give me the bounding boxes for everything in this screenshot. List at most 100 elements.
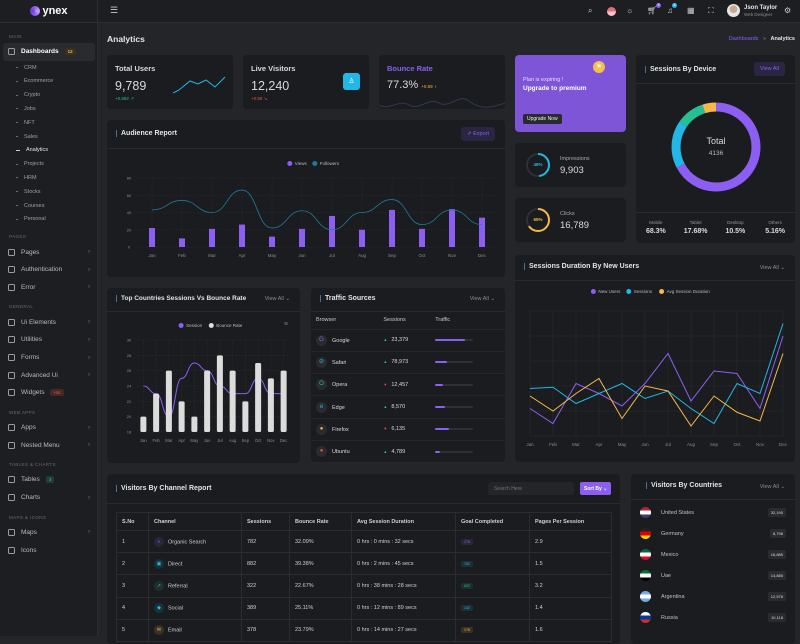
view-all-dropdown[interactable]: View All ⌄ — [760, 484, 785, 490]
traffic-progress-fill — [435, 406, 445, 408]
cart-icon[interactable]: 🛒︎5 — [647, 6, 657, 15]
bar-bounce-rate-mar — [166, 371, 172, 432]
apps-grid-icon[interactable]: ▦ — [687, 6, 695, 15]
bell-icon[interactable]: ♫︎8 — [667, 6, 673, 15]
sidebar-subitem-ecommerce[interactable]: Ecommerce — [0, 74, 98, 88]
brand-logo[interactable]: ynex — [0, 0, 98, 23]
legend-marker — [179, 323, 184, 328]
bar-bounce-rate-feb — [153, 394, 159, 432]
sidebar-item-apps[interactable]: Apps› — [0, 419, 98, 437]
card-title: Visitors By Channel Report — [116, 485, 212, 492]
channel-icon: ◆ — [154, 603, 164, 613]
browser-cell: ●Firefox — [311, 418, 378, 440]
sidebar-item-advanced-ui[interactable]: Advanced Ui› — [0, 366, 98, 384]
channel-cell: ◆Social — [149, 597, 242, 619]
traffic-progress-bar — [435, 451, 473, 453]
logo-mark-icon — [30, 6, 40, 16]
search-icon[interactable]: ⌕ — [588, 6, 592, 16]
sno-cell: 3 — [117, 575, 149, 597]
view-all-dropdown[interactable]: View All ⌄ — [760, 265, 785, 271]
menu-toggle-icon[interactable]: ☰ — [110, 5, 118, 16]
sidebar-item-charts[interactable]: Charts› — [0, 489, 98, 507]
x-tick-label: Aug — [687, 442, 696, 447]
pages-cell: 1.4 — [530, 597, 612, 619]
sidebar-item-nested-menu[interactable]: Nested Menu› — [0, 436, 98, 454]
breadcrumb-dashboards[interactable]: Dashboards — [729, 36, 759, 42]
sidebar-item-authentication[interactable]: Authentication› — [0, 261, 98, 279]
avatar[interactable] — [727, 4, 740, 17]
channel-search-input[interactable] — [488, 482, 574, 495]
view-all-dropdown[interactable]: View All ⌄ — [265, 296, 290, 302]
user-role: Web Designer — [744, 12, 772, 17]
fullscreen-icon[interactable]: ⛶ — [708, 6, 714, 16]
traffic-progress-fill — [435, 428, 448, 430]
warning-icon — [8, 284, 15, 291]
sidebar-subitem-analytics[interactable]: Analytics — [0, 143, 98, 157]
sidebar-subitem-label: Jobs — [24, 106, 36, 112]
us-flag-icon[interactable] — [607, 7, 616, 16]
y-tick-label: 24 — [127, 384, 132, 389]
sidebar-item-icons[interactable]: Icons — [0, 541, 98, 559]
upgrade-now-button[interactable]: Upgrade Now — [523, 114, 562, 124]
sidebar-subitem-crypto[interactable]: Crypto — [0, 88, 98, 102]
view-all-dropdown[interactable]: View All ⌄ — [470, 296, 495, 302]
user-name[interactable]: Json Taylor — [744, 5, 777, 11]
clicks-value: 16,789 — [560, 220, 589, 231]
sidebar-subitem-crm[interactable]: CRM — [0, 61, 98, 75]
sidebar-subitem-personal[interactable]: Personal — [0, 212, 98, 226]
legend-label: Bounce Rate — [216, 323, 243, 328]
country-name: Argentina — [661, 594, 685, 600]
legend-marker — [312, 161, 317, 166]
sidebar-item-ui-elements[interactable]: Ui Elements› — [0, 313, 98, 331]
sidebar-subitem-jobs[interactable]: Jobs — [0, 102, 98, 116]
view-all-button[interactable]: View All — [754, 62, 785, 76]
sidebar-subitem-courses[interactable]: Courses — [0, 199, 98, 213]
sidebar-subitem-stocks[interactable]: Stocks — [0, 185, 98, 199]
export-button[interactable]: ⇗ Export — [461, 127, 495, 141]
sidebar-subitem-hrm[interactable]: HRM — [0, 171, 98, 185]
sidebar-subitem-label: Projects — [24, 161, 44, 167]
theme-sun-icon[interactable]: ☼ — [626, 6, 633, 15]
browser-name: Firefox — [332, 427, 349, 433]
legend-marker — [591, 289, 596, 294]
sidebar-item-pages[interactable]: Pages› — [0, 243, 98, 261]
sidebar-item-forms[interactable]: Forms› — [0, 349, 98, 367]
sidebar-subitem-nft[interactable]: NFT — [0, 116, 98, 130]
country-name: United States — [661, 510, 694, 516]
user-lock-icon — [8, 266, 15, 273]
sidebar-subitem-projects[interactable]: Projects — [0, 157, 98, 171]
sidebar-item-error[interactable]: Error› — [0, 279, 98, 297]
sidebar-subitem-sales[interactable]: Sales — [0, 130, 98, 144]
traffic-row[interactable]: ●Ubuntu▲4,789 — [311, 440, 505, 462]
sidebar-subitem-label: Courses — [24, 203, 44, 209]
sidebar-subitem-label: NFT — [24, 120, 35, 126]
traffic-progress-fill — [435, 384, 443, 386]
traffic-row[interactable]: ⊘Safari▲78,973 — [311, 351, 505, 373]
settings-gear-icon[interactable]: ⚙ — [784, 6, 791, 15]
breadcrumb-separator-icon: » — [763, 36, 766, 42]
sidebar-item-utilities[interactable]: Utilities› — [0, 331, 98, 349]
device-value: 5.16% — [755, 228, 795, 235]
col-header: Pages Per Session — [530, 513, 612, 531]
traffic-row[interactable]: ●Firefox▼6,135 — [311, 418, 505, 440]
sort-by-button[interactable]: Sort By ⌄ — [580, 482, 611, 495]
sidebar-item-maps[interactable]: Maps› — [0, 524, 98, 542]
donut-total-label: Total — [669, 136, 763, 146]
